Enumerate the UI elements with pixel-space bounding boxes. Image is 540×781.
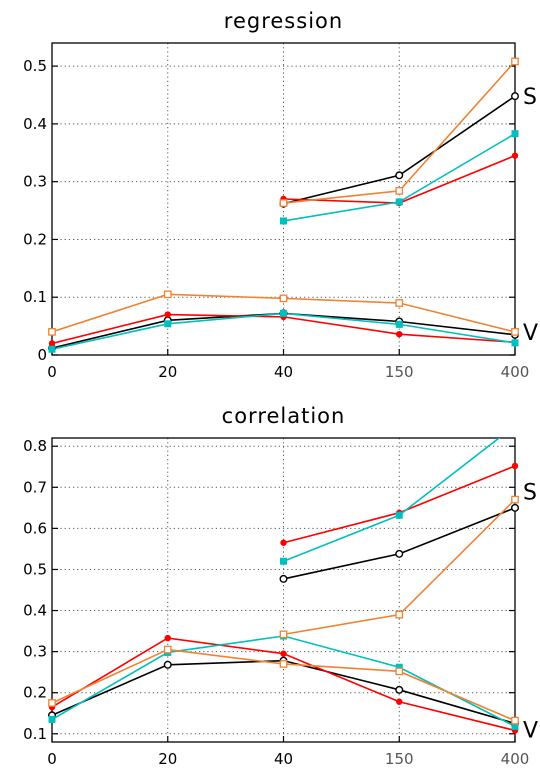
data-point — [396, 698, 403, 705]
data-point — [48, 340, 56, 347]
group-label-V: V — [523, 719, 538, 744]
x-tick-label: 0 — [47, 363, 57, 381]
data-point — [164, 634, 171, 642]
data-point — [279, 660, 288, 668]
data-point — [511, 328, 519, 336]
y-tick-label: 0.8 — [23, 437, 47, 455]
data-point — [395, 610, 404, 619]
data-point — [280, 309, 287, 317]
data-point — [279, 630, 288, 639]
y-tick-label: 0.7 — [23, 478, 47, 496]
x-tick-label: 400 — [501, 363, 530, 381]
chart-title: correlation — [222, 404, 346, 428]
data-point — [395, 320, 403, 328]
y-tick-label: 0.5 — [23, 560, 47, 578]
data-point — [280, 650, 287, 657]
data-point — [48, 715, 56, 723]
data-point — [279, 199, 288, 207]
x-tick-label: 40 — [274, 363, 293, 381]
x-tick-label: 150 — [385, 750, 414, 768]
group-label-V: V — [523, 321, 538, 346]
data-point — [280, 557, 287, 565]
data-point — [511, 92, 520, 101]
data-point — [511, 722, 519, 730]
data-point — [163, 660, 172, 669]
data-point — [511, 495, 519, 504]
y-tick-label: 0.1 — [23, 725, 47, 743]
data-point — [164, 320, 172, 328]
data-point — [395, 171, 404, 180]
data-point — [395, 198, 403, 206]
x-tick-label: 400 — [501, 750, 530, 768]
data-point — [48, 345, 56, 353]
data-point — [395, 549, 404, 558]
data-point — [396, 331, 403, 338]
y-tick-label: 0.4 — [23, 115, 47, 133]
data-point — [163, 645, 172, 654]
data-point — [395, 663, 403, 671]
data-point — [511, 462, 519, 470]
y-tick-label: 0 — [37, 346, 47, 364]
chart-title: regression — [224, 9, 343, 33]
data-point — [511, 716, 519, 725]
group-label-S: S — [523, 85, 537, 110]
data-point — [280, 539, 287, 546]
data-point — [395, 187, 404, 195]
data-point — [48, 699, 56, 707]
data-point — [511, 152, 519, 159]
x-tick-label: 150 — [385, 363, 414, 381]
regression-panel: regression 0 0.1 0.2 0.3 0.4 0.5 0 20 40 150 400 S V — [23, 9, 538, 381]
data-point — [395, 685, 404, 694]
data-point — [279, 294, 288, 303]
data-point — [511, 130, 519, 138]
y-tick-label: 0.4 — [23, 602, 47, 620]
x-tick-label: 20 — [158, 363, 177, 381]
y-tick-label: 0.3 — [23, 643, 47, 661]
data-point — [511, 503, 520, 512]
data-point — [511, 339, 519, 347]
data-point — [280, 217, 287, 225]
x-tick-label: 20 — [158, 750, 177, 768]
data-point — [164, 311, 171, 318]
y-tick-label: 0.2 — [23, 230, 47, 248]
data-point — [395, 511, 403, 519]
x-tick-label: 0 — [47, 750, 57, 768]
group-label-S: S — [523, 480, 537, 505]
data-point — [395, 667, 404, 676]
correlation-panel: correlation 0.1 0.2 0.3 0.4 0.5 0.6 0.7 0.8 0 20 40… — [23, 404, 538, 768]
y-tick-label: 0.2 — [23, 684, 47, 702]
data-point — [395, 299, 404, 307]
y-tick-label: 0.6 — [23, 519, 47, 537]
y-tick-label: 0.3 — [23, 173, 47, 191]
y-tick-label: 0.1 — [23, 288, 47, 306]
y-tick-label: 0.5 — [23, 57, 47, 75]
data-point — [511, 57, 519, 66]
x-tick-label: 40 — [274, 750, 293, 768]
data-point — [163, 290, 172, 299]
data-point — [48, 328, 56, 336]
data-point — [279, 574, 288, 583]
